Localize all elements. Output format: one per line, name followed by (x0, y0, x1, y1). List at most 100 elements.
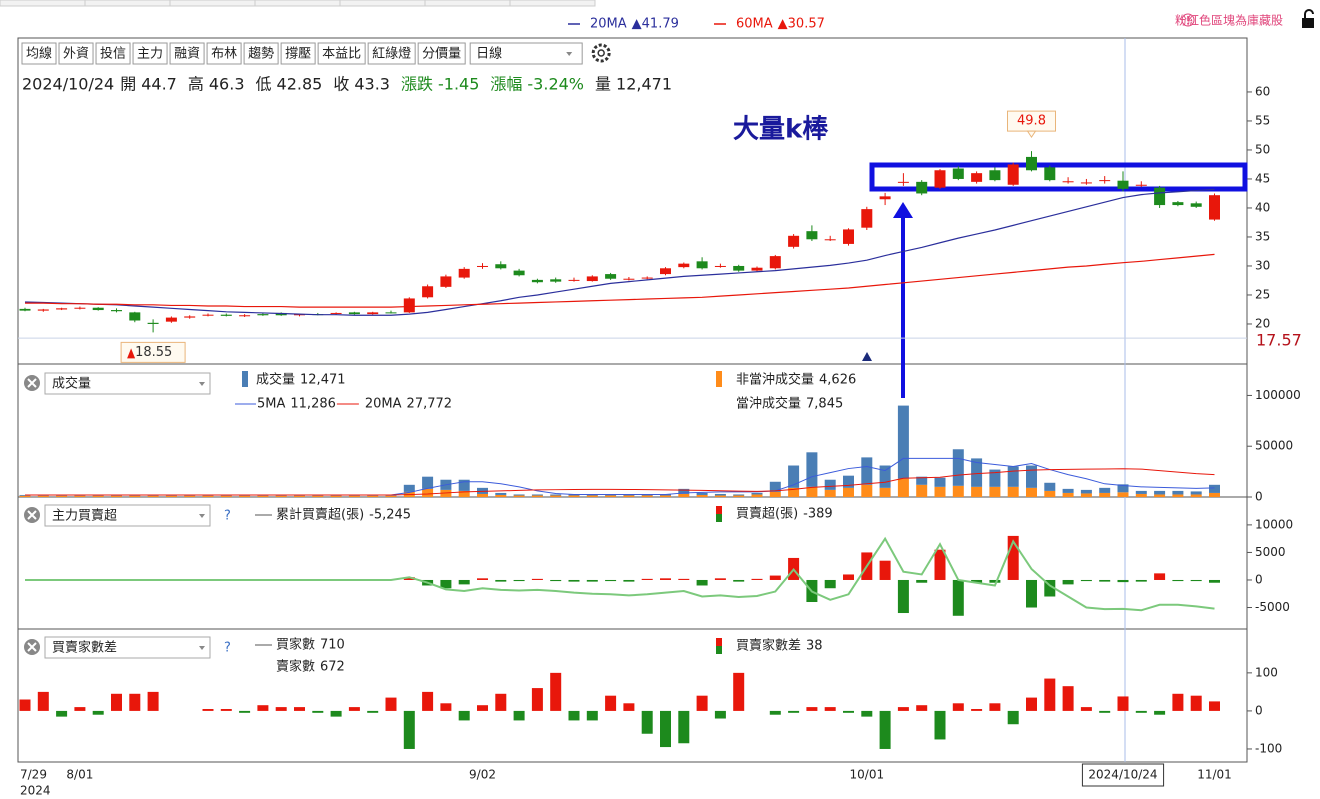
bar (605, 695, 617, 711)
indicator-select-label: 成交量 (52, 376, 91, 392)
candle-body (1099, 180, 1111, 182)
candle-body (385, 312, 397, 314)
volume-bar (1080, 493, 1092, 497)
marker (862, 352, 872, 361)
legend-label: 60MA (736, 17, 773, 32)
volume-bar (531, 494, 543, 496)
legend-label: 買賣超(張) (736, 507, 798, 522)
candle-body (239, 315, 251, 317)
tab[interactable] (254, 0, 341, 7)
lock-icon[interactable] (1302, 9, 1314, 28)
toolbar-button[interactable] (206, 42, 242, 65)
period-select[interactable] (469, 42, 583, 65)
bar (952, 703, 964, 711)
bar (1026, 579, 1037, 608)
y-tick-label: 55 (1255, 113, 1270, 127)
toolbar-button[interactable] (132, 42, 168, 65)
bar (788, 710, 800, 713)
volume-bar (37, 495, 49, 497)
close-icon (27, 642, 37, 652)
toolbar-button[interactable] (95, 42, 131, 65)
indicator-select[interactable] (44, 372, 211, 395)
volume-bar (550, 495, 562, 497)
help[interactable]: ? (224, 509, 231, 524)
candle-body (1117, 180, 1129, 189)
min-label-marker (127, 348, 136, 359)
indicator-select[interactable] (44, 504, 211, 527)
bar (861, 710, 873, 717)
settings-icon[interactable] (591, 43, 611, 63)
toolbar-button[interactable] (280, 42, 316, 65)
tab[interactable] (84, 0, 171, 7)
bar (531, 688, 543, 711)
bar (1080, 707, 1092, 711)
icon (1304, 9, 1314, 18)
candle-body (422, 286, 434, 298)
volume-bar (916, 476, 928, 485)
volume-bar (422, 488, 434, 497)
info-item: 漲幅 (490, 75, 522, 94)
tab[interactable] (0, 0, 86, 7)
volume-bar (733, 495, 745, 497)
volume-bar (605, 495, 617, 497)
legend-label: 非當沖成交量 (736, 372, 814, 388)
toolbar-button[interactable] (21, 42, 57, 65)
bar (550, 672, 562, 711)
legend-label: -389 (803, 507, 833, 522)
candle-body (1154, 187, 1166, 206)
legend-swatch (716, 514, 722, 522)
info-date: 2024/10/24 (22, 75, 114, 94)
volume-bar (971, 486, 983, 497)
indicator-select[interactable] (44, 636, 211, 659)
bar (1172, 693, 1184, 711)
y-tick-label: 100 (1255, 665, 1278, 679)
indicator-select-label: 主力買賣超 (52, 509, 117, 524)
toolbar-button[interactable] (58, 42, 94, 65)
tab[interactable] (509, 0, 596, 7)
icon (1187, 22, 1189, 25)
tab[interactable] (169, 0, 256, 7)
legend-label: 累計買賣超(張) (276, 507, 364, 523)
y-tick-label: 0 (1255, 572, 1263, 586)
tab[interactable] (424, 0, 511, 7)
volume-bar (623, 494, 635, 496)
legend-label: 成交量 (256, 372, 295, 388)
bar (1080, 579, 1092, 582)
y-tick-label: 0 (1255, 703, 1263, 717)
volume-bar (1135, 493, 1147, 497)
arrow-head (893, 202, 913, 218)
candle-body (696, 261, 708, 269)
legend-label: 4,626 (819, 373, 856, 388)
candle-body (1209, 195, 1220, 220)
toolbar-button[interactable] (317, 42, 366, 65)
candle-body (495, 264, 507, 269)
info-item: 漲跌 (401, 75, 433, 94)
bar (1117, 696, 1129, 711)
volume-bar (1154, 490, 1166, 495)
volume-bar (1099, 492, 1111, 497)
toolbar-button[interactable] (243, 42, 279, 65)
toolbar-button[interactable] (367, 42, 416, 65)
volume-bar (440, 489, 452, 497)
volume-bar (952, 485, 964, 497)
volume-bar (952, 449, 964, 486)
series-line (24, 188, 1215, 316)
candle-body (989, 170, 1001, 181)
bar (1007, 535, 1019, 580)
volume-bar (147, 495, 159, 497)
bar (129, 693, 141, 711)
toolbar-button-label: 均線 (26, 46, 52, 62)
toolbar-button[interactable] (169, 42, 205, 65)
volume-bar (714, 493, 726, 496)
bar (1209, 701, 1220, 711)
volume-bar (1209, 484, 1220, 493)
volume-bar (568, 495, 580, 497)
toolbar-button[interactable] (417, 42, 466, 65)
volume-bar (824, 479, 836, 490)
help[interactable]: ? (224, 641, 231, 656)
candle-body (1080, 182, 1092, 184)
bar (843, 574, 854, 580)
bar (1007, 710, 1019, 725)
tab[interactable] (339, 0, 426, 7)
bar (605, 579, 617, 582)
